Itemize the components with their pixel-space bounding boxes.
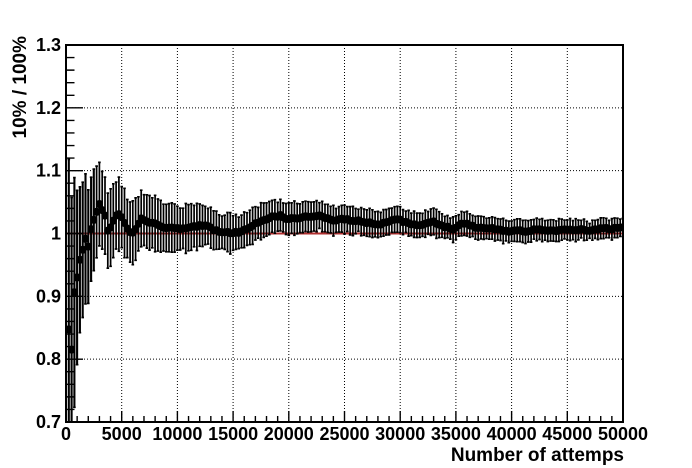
svg-text:0.9: 0.9 — [36, 286, 61, 306]
svg-text:1.1: 1.1 — [36, 161, 61, 181]
svg-text:45000: 45000 — [542, 424, 592, 444]
svg-text:0.7: 0.7 — [36, 412, 61, 432]
svg-text:5000: 5000 — [102, 424, 142, 444]
svg-text:20000: 20000 — [264, 424, 314, 444]
svg-text:15000: 15000 — [208, 424, 258, 444]
svg-text:30000: 30000 — [375, 424, 425, 444]
svg-text:25000: 25000 — [319, 424, 369, 444]
svg-text:0: 0 — [61, 424, 71, 444]
svg-text:40000: 40000 — [487, 424, 537, 444]
svg-text:10000: 10000 — [152, 424, 202, 444]
svg-text:1.3: 1.3 — [36, 35, 61, 55]
svg-text:1: 1 — [51, 224, 61, 244]
svg-text:35000: 35000 — [431, 424, 481, 444]
svg-text:10% / 100%: 10% / 100% — [10, 36, 31, 139]
svg-text:1.2: 1.2 — [36, 98, 61, 118]
svg-text:50000: 50000 — [598, 424, 648, 444]
svg-text:Number of attemps: Number of attemps — [451, 445, 624, 466]
svg-text:0.8: 0.8 — [36, 349, 61, 369]
